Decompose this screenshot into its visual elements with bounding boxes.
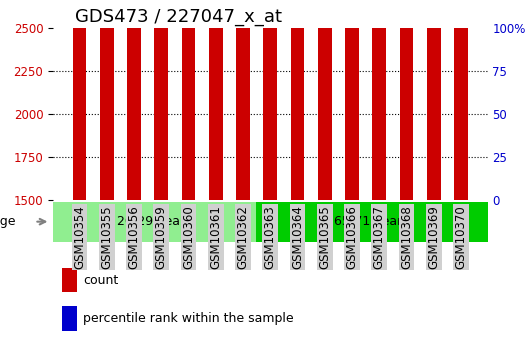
Point <box>348 30 356 36</box>
Bar <box>236 0 250 200</box>
Bar <box>127 0 141 200</box>
FancyBboxPatch shape <box>53 202 256 242</box>
Point <box>75 30 84 36</box>
Point <box>157 30 165 36</box>
Point <box>375 30 384 36</box>
Point <box>266 30 275 36</box>
Text: percentile rank within the sample: percentile rank within the sample <box>83 313 294 325</box>
Bar <box>373 0 386 200</box>
Point <box>239 30 248 36</box>
Bar <box>73 0 86 200</box>
Point <box>211 30 220 36</box>
Bar <box>100 0 113 200</box>
Point <box>402 28 411 34</box>
Point <box>103 30 111 36</box>
Bar <box>182 0 196 200</box>
Bar <box>291 0 304 200</box>
Bar <box>155 0 168 200</box>
Point <box>184 32 193 37</box>
Point <box>457 30 465 36</box>
Text: age: age <box>0 215 16 228</box>
Point <box>130 33 138 39</box>
FancyBboxPatch shape <box>256 202 488 242</box>
Point <box>293 30 302 36</box>
Bar <box>427 0 440 200</box>
Point <box>429 30 438 36</box>
Bar <box>263 0 277 200</box>
Text: GDS473 / 227047_x_at: GDS473 / 227047_x_at <box>75 8 282 26</box>
Bar <box>61 306 77 331</box>
Bar <box>400 0 413 200</box>
Bar <box>454 0 468 200</box>
Bar <box>318 0 332 200</box>
Text: 20-29 years: 20-29 years <box>117 215 192 228</box>
Bar <box>209 0 223 200</box>
Text: count: count <box>83 274 119 287</box>
Bar <box>61 268 77 292</box>
Point <box>321 30 329 36</box>
Text: 65-71 years: 65-71 years <box>334 215 409 228</box>
Bar <box>345 0 359 200</box>
